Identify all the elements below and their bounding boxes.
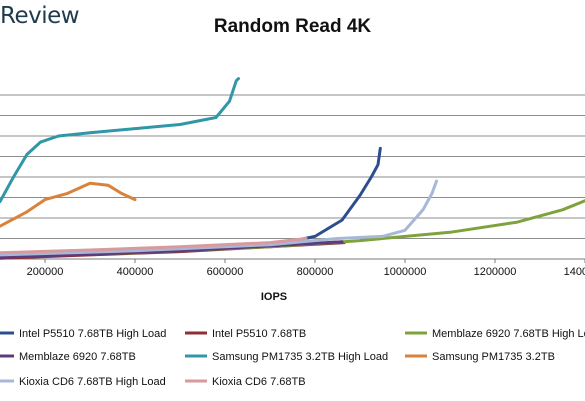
x-tick-label-0: 200000 bbox=[27, 266, 64, 278]
series-line-6 bbox=[0, 179, 438, 257]
legend-label-6: Kioxia CD6 7.68TB High Load bbox=[19, 376, 166, 388]
legend-label-7: Kioxia CD6 7.68TB bbox=[212, 376, 306, 388]
series-line-7 bbox=[0, 237, 308, 255]
series-line-5 bbox=[0, 181, 137, 228]
x-tick-label-3: 800000 bbox=[297, 266, 334, 278]
legend-label-5: Samsung PM1735 3.2TB bbox=[432, 351, 555, 363]
x-tick-label-5: 1200000 bbox=[474, 266, 517, 278]
series-lines bbox=[0, 77, 585, 260]
legend-label-2: Memblaze 6920 7.68TB High Load bbox=[432, 328, 585, 340]
x-tick-label-1: 400000 bbox=[117, 266, 154, 278]
axes bbox=[0, 258, 585, 263]
x-tick-label-4: 1000000 bbox=[384, 266, 427, 278]
series-line-4 bbox=[0, 77, 240, 204]
series-line-2 bbox=[0, 199, 585, 258]
x-tick-labels: 200000 400000 600000 800000 1000000 1200000 14… bbox=[27, 266, 585, 278]
x-tick-label-6: 1400000 bbox=[564, 266, 585, 278]
legend-label-4: Samsung PM1735 3.2TB High Load bbox=[212, 351, 388, 363]
legend: Intel P5510 7.68TB High Load Intel P5510 … bbox=[0, 328, 585, 388]
x-tick-label-2: 600000 bbox=[207, 266, 244, 278]
x-axis-label: IOPS bbox=[261, 291, 287, 303]
legend-label-1: Intel P5510 7.68TB bbox=[212, 328, 306, 340]
legend-label-0: Intel P5510 7.68TB High Load bbox=[19, 328, 166, 340]
chart-title: Random Read 4K bbox=[213, 16, 372, 37]
series-line-3 bbox=[0, 240, 344, 259]
gridlines bbox=[0, 94, 585, 239]
legend-label-3: Memblaze 6920 7.68TB bbox=[19, 351, 136, 363]
brand-logo-text: Review bbox=[0, 3, 80, 29]
